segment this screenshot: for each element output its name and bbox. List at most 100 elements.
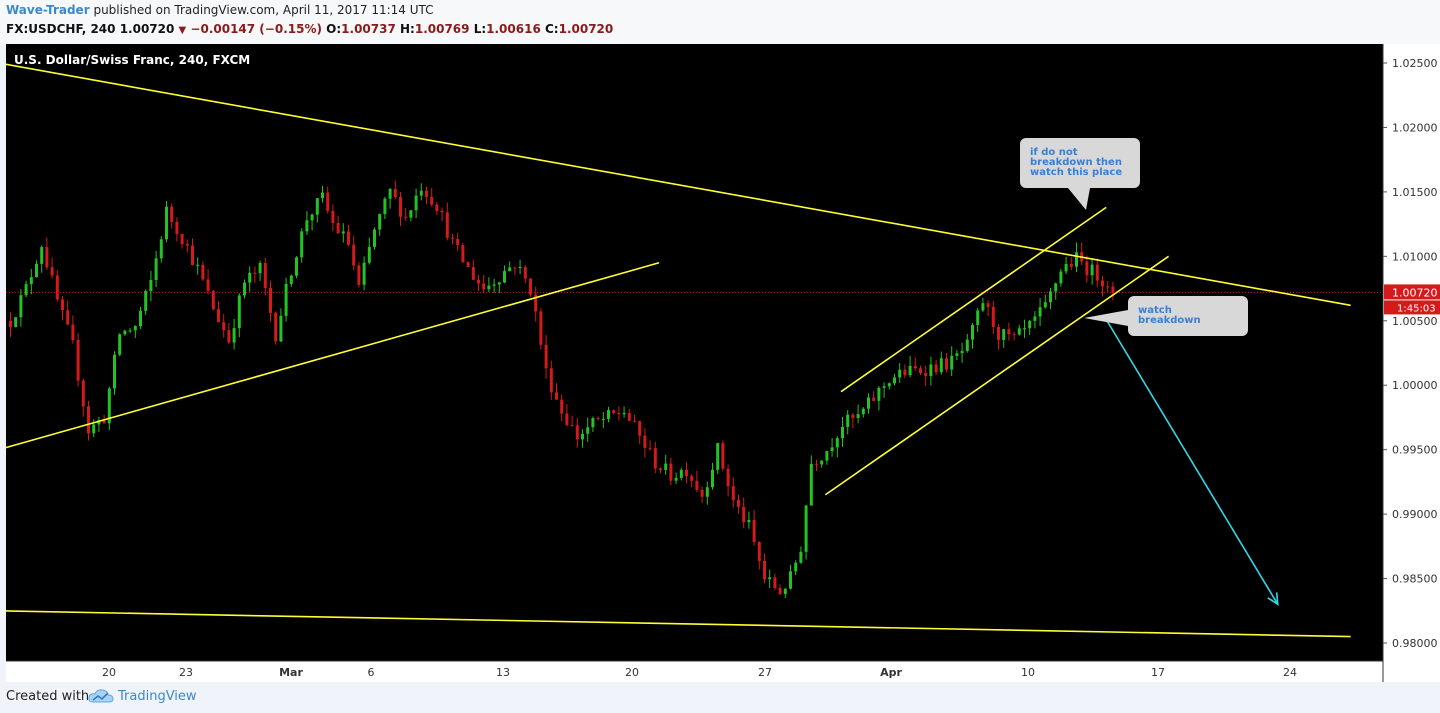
candle-body — [456, 238, 460, 245]
candle-body — [159, 239, 163, 259]
author-name[interactable]: Wave-Trader — [6, 3, 90, 17]
callout-box[interactable] — [1128, 296, 1248, 336]
candle-body — [321, 192, 324, 199]
candle-down — [627, 408, 631, 422]
candle-body — [326, 192, 330, 211]
candle-body — [196, 264, 200, 266]
candle-up — [1038, 297, 1042, 327]
time-axis[interactable] — [6, 661, 1383, 682]
candle-up — [149, 270, 153, 302]
candle-down — [596, 416, 600, 421]
trendline-feb-support[interactable] — [6, 262, 660, 450]
candle-up — [794, 560, 798, 576]
candle-up — [373, 227, 376, 250]
trendline-upper-resistance[interactable] — [6, 63, 1351, 307]
candle-down — [206, 269, 210, 295]
candle-body — [97, 420, 101, 425]
y-tick-label: 1.01000 — [1392, 250, 1438, 263]
open-label: O: — [326, 22, 342, 36]
tradingview-cloud-icon[interactable] — [88, 687, 114, 707]
candle-body — [523, 267, 527, 279]
candle-body — [1106, 286, 1110, 288]
candle-up — [139, 306, 142, 330]
candle-body — [445, 212, 449, 238]
candle-body — [799, 551, 803, 563]
candle-down — [430, 187, 434, 207]
candle-body — [14, 317, 18, 328]
candle-up — [487, 277, 491, 292]
candle-down — [560, 394, 564, 422]
candle-body — [763, 560, 766, 580]
candle-body — [1111, 286, 1115, 293]
candle-body — [279, 315, 283, 342]
candle-body — [768, 577, 772, 580]
candle-body — [1101, 280, 1104, 287]
close-label: C: — [544, 22, 559, 36]
candle-down — [482, 274, 486, 294]
candle-body — [466, 262, 470, 268]
candle-up — [1033, 311, 1037, 329]
candle-down — [945, 352, 948, 373]
candle-down — [336, 215, 340, 234]
candle-body — [185, 244, 189, 246]
price-chart[interactable]: U.S. Dollar/Swiss Franc, 240, FXCM 1.025… — [6, 44, 1440, 682]
y-tick-label: 1.00000 — [1392, 379, 1438, 392]
candle-up — [279, 308, 283, 343]
candle-body — [596, 418, 600, 420]
candle-down — [217, 301, 220, 323]
trendlines[interactable] — [6, 63, 1351, 638]
x-tick-label: 24 — [1283, 666, 1297, 679]
candle-body — [794, 562, 798, 572]
callout-box[interactable] — [1020, 138, 1140, 188]
candle-down — [685, 462, 688, 484]
arrow-shaft[interactable] — [1105, 319, 1279, 605]
candle-down — [274, 311, 278, 345]
candle-body — [976, 310, 980, 325]
candle-body — [341, 231, 345, 234]
y-tick-label: 1.00500 — [1392, 315, 1438, 328]
candle-body — [815, 463, 818, 465]
candle-up — [835, 436, 839, 458]
quote-line: FX:USDCHF, 240 1.00720 ▼ −0.00147 (−0.15… — [6, 22, 613, 36]
candle-down — [565, 404, 569, 427]
x-tick-label: Apr — [880, 666, 902, 679]
last-price-tag-text: 1.00720 — [1392, 286, 1438, 299]
arrow-head[interactable] — [1267, 592, 1279, 606]
candle-down — [45, 237, 49, 270]
candle-up — [1023, 319, 1026, 338]
x-tick-label: 20 — [625, 666, 639, 679]
tradingview-brand[interactable]: TradingView — [118, 689, 197, 704]
candle-down — [87, 400, 90, 441]
candle-down — [357, 262, 361, 288]
plot-area[interactable] — [6, 44, 1383, 661]
price-axis[interactable] — [1383, 44, 1440, 682]
candle-up — [976, 307, 980, 333]
trendline-channel-bottom[interactable] — [824, 255, 1170, 496]
candle-up — [799, 546, 803, 564]
candle-body — [71, 324, 75, 341]
candle-down — [653, 441, 657, 474]
trendline-channel-top[interactable] — [840, 206, 1107, 393]
candle-up — [284, 277, 288, 322]
candle-body — [965, 339, 969, 352]
candle-down — [461, 242, 465, 263]
candle-body — [908, 365, 912, 376]
trendline-lower-support[interactable] — [6, 610, 1351, 638]
candle-up — [118, 333, 122, 357]
candle-down — [76, 332, 80, 387]
projection-arrow[interactable] — [1105, 319, 1279, 606]
candle-down — [991, 300, 995, 334]
candle-body — [237, 295, 241, 329]
candle-body — [1090, 264, 1094, 276]
candle-body — [222, 322, 226, 331]
y-tick-label: 0.98500 — [1392, 573, 1438, 586]
x-tick-label: 17 — [1151, 666, 1165, 679]
candle-down — [201, 261, 205, 282]
candle-body — [950, 355, 954, 370]
candle-body — [841, 426, 844, 439]
candle-body — [461, 244, 465, 263]
candle-body — [24, 284, 28, 296]
